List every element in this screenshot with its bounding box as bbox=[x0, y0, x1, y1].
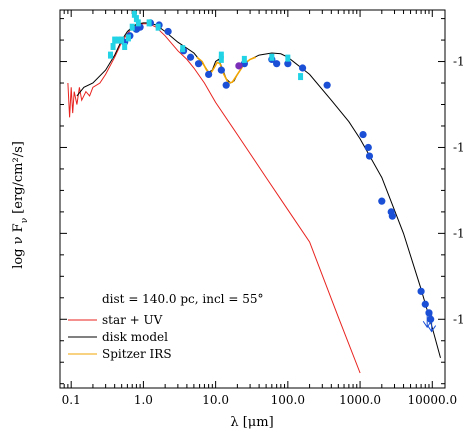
y-axis: -10 -12 -14 -16 bbox=[60, 18, 463, 385]
x-axis-label: λ [μm] bbox=[230, 415, 273, 430]
y-tick-label: -16 bbox=[453, 312, 463, 326]
data-point-square bbox=[218, 51, 224, 59]
data-point bbox=[427, 315, 435, 323]
data-point bbox=[284, 60, 292, 68]
data-point bbox=[359, 130, 367, 139]
data-point-square bbox=[218, 55, 224, 63]
data-point-square bbox=[180, 45, 186, 53]
annotation: dist = 140.0 pc, incl = 55° bbox=[102, 292, 263, 306]
x-tick-label: 100.0 bbox=[271, 393, 305, 407]
data-point bbox=[323, 81, 331, 89]
data-point-square bbox=[241, 55, 247, 63]
data-point-square bbox=[125, 34, 131, 42]
svg-text:log ν Fν[erg/cm²/s]: log ν Fν [erg/cm²/s] bbox=[11, 141, 30, 269]
x-tick-label: 1000.0 bbox=[339, 393, 381, 407]
data-point-square bbox=[155, 23, 161, 31]
data-point-square bbox=[119, 36, 125, 44]
data-point bbox=[378, 197, 386, 205]
data-point bbox=[388, 212, 396, 220]
x-tick-label: 10000.0 bbox=[407, 393, 457, 407]
y-axis-label-units: [erg/cm²/s] bbox=[11, 141, 26, 214]
data-point bbox=[273, 60, 281, 68]
data-point bbox=[364, 143, 372, 152]
y-axis-label-main: log ν F bbox=[11, 223, 26, 269]
data-point-square bbox=[133, 15, 139, 23]
data-point-square bbox=[115, 36, 121, 44]
data-point-square bbox=[112, 36, 118, 44]
data-point-square bbox=[131, 10, 137, 18]
data-point-square bbox=[107, 51, 113, 59]
series-line-spitzer-irs bbox=[196, 56, 257, 84]
x-tick-label: 10.0 bbox=[202, 393, 229, 407]
x-tick-label: 0.1 bbox=[62, 393, 81, 407]
upper-limit-arrow bbox=[422, 309, 432, 329]
data-point bbox=[421, 300, 429, 308]
data-point-square bbox=[135, 19, 141, 27]
x-tick-label: 1.0 bbox=[134, 393, 153, 407]
data-point bbox=[365, 152, 374, 160]
data-point-square bbox=[285, 54, 291, 62]
data-point bbox=[194, 60, 203, 68]
data-point-square bbox=[146, 19, 152, 27]
y-axis-label-sub: ν bbox=[20, 218, 30, 223]
data-point bbox=[417, 287, 425, 295]
data-point-square bbox=[110, 43, 116, 51]
legend-label-irs: Spitzer IRS bbox=[102, 347, 172, 361]
data-point bbox=[298, 64, 307, 72]
data-point-square bbox=[298, 73, 304, 81]
data-point bbox=[205, 70, 213, 79]
y-tick-label: -10 bbox=[453, 55, 463, 69]
data-point bbox=[222, 81, 230, 89]
data-point-square bbox=[122, 43, 128, 51]
upper-limit-arrow bbox=[427, 313, 437, 333]
legend-label-disk: disk model bbox=[102, 330, 168, 344]
points-layer bbox=[107, 10, 437, 333]
data-point-square bbox=[269, 53, 275, 61]
y-tick-label: -12 bbox=[453, 140, 463, 154]
data-point bbox=[164, 27, 172, 36]
y-axis-label: log ν Fν [erg/cm²/s] bbox=[11, 141, 30, 269]
legend: star + UV disk model Spitzer IRS bbox=[68, 313, 172, 361]
plot-frame bbox=[59, 9, 446, 389]
legend-label-star: star + UV bbox=[102, 313, 163, 327]
data-point bbox=[217, 66, 225, 74]
series-line-disk-model bbox=[76, 22, 441, 359]
y-tick-label: -14 bbox=[453, 226, 463, 240]
data-point bbox=[235, 62, 243, 70]
data-point bbox=[186, 53, 195, 61]
data-point-square bbox=[129, 23, 135, 31]
